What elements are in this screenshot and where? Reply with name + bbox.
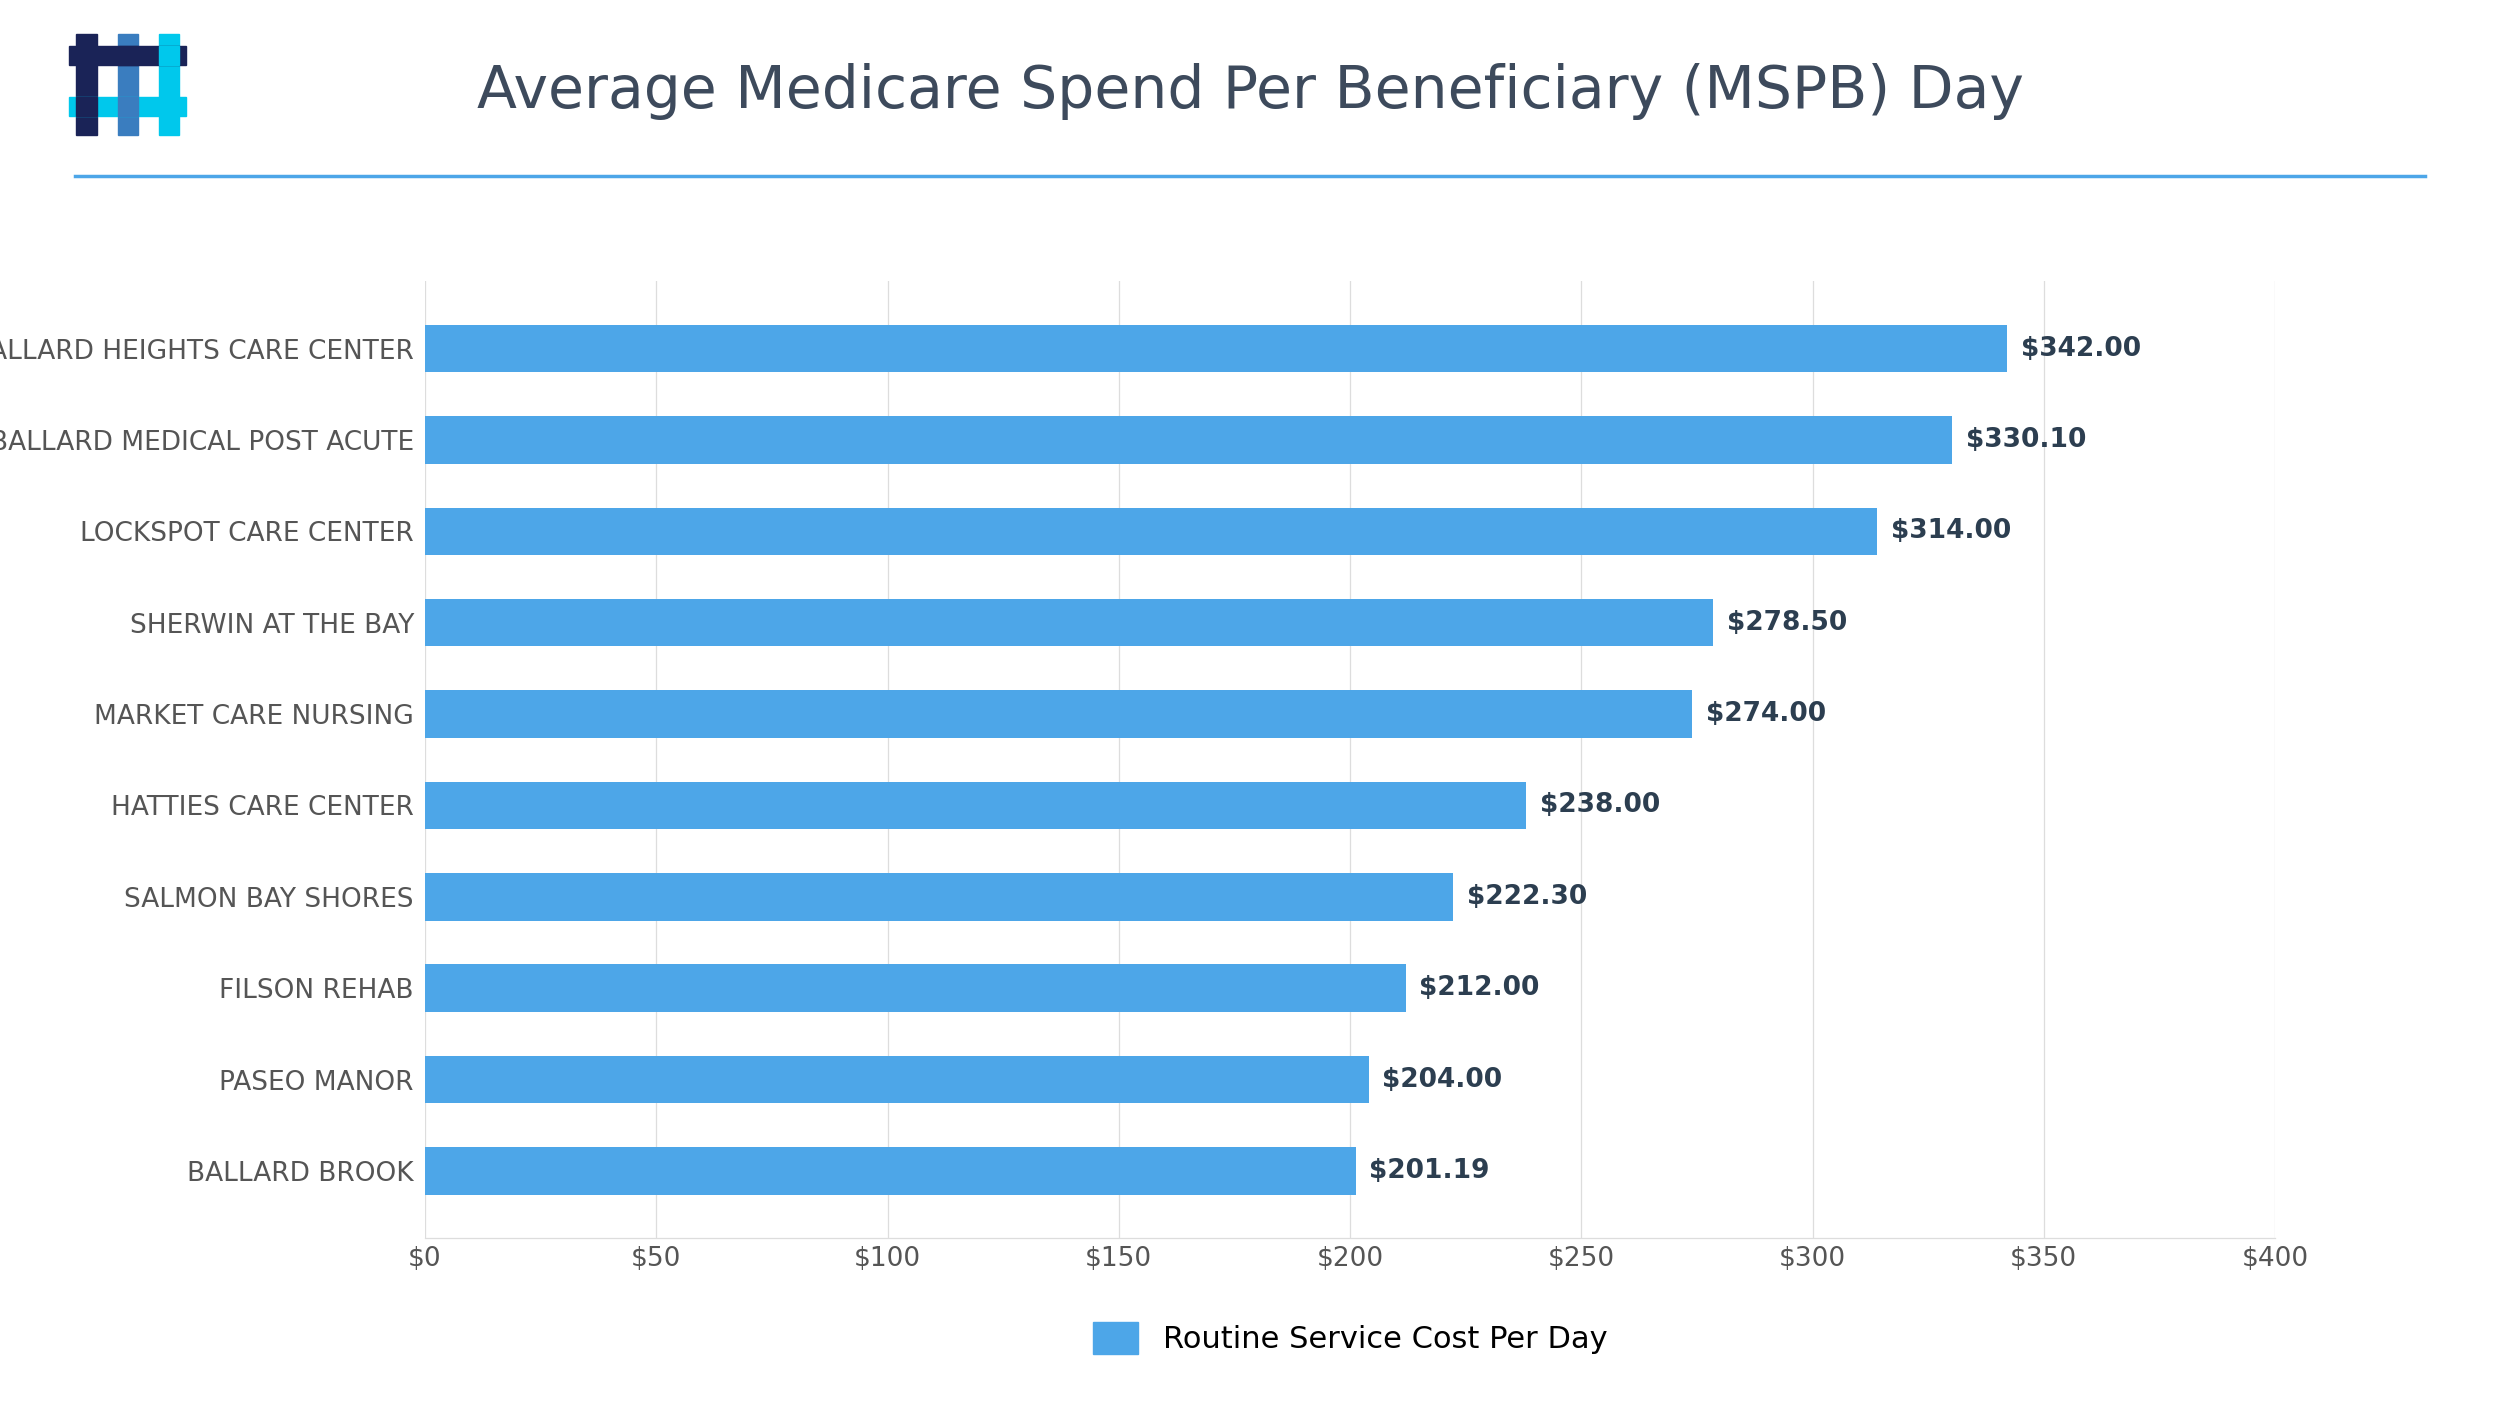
Bar — [425, 691, 1692, 737]
Text: $314.00: $314.00 — [1890, 518, 2012, 545]
Text: $222.30: $222.30 — [1468, 884, 1588, 910]
Bar — [118, 46, 138, 66]
Bar — [425, 599, 1712, 646]
Bar — [118, 97, 138, 115]
Bar — [160, 46, 180, 66]
Bar — [425, 782, 1525, 829]
Text: Average Medicare Spend Per Beneficiary (MSPB) Day: Average Medicare Spend Per Beneficiary (… — [478, 63, 2023, 121]
Bar — [118, 34, 138, 135]
Text: $204.00: $204.00 — [1383, 1067, 1502, 1093]
Text: $238.00: $238.00 — [1540, 792, 1660, 819]
Text: $278.50: $278.50 — [1727, 609, 1848, 636]
Bar — [425, 964, 1405, 1012]
Text: $330.10: $330.10 — [1965, 426, 2085, 453]
Bar — [78, 97, 98, 115]
Legend: Routine Service Cost Per Day: Routine Service Cost Per Day — [1080, 1310, 1620, 1366]
Text: $274.00: $274.00 — [1705, 701, 1825, 727]
Bar — [160, 34, 180, 135]
Bar — [425, 1147, 1355, 1195]
Bar — [425, 416, 1952, 464]
Bar — [70, 46, 185, 66]
Bar — [70, 97, 185, 115]
Bar — [425, 874, 1452, 920]
Bar — [425, 325, 2008, 373]
Bar — [78, 34, 98, 135]
Bar — [425, 1055, 1368, 1103]
Text: $342.00: $342.00 — [2020, 336, 2140, 362]
Text: $201.19: $201.19 — [1370, 1158, 1490, 1183]
Bar — [160, 97, 180, 115]
Text: $212.00: $212.00 — [1420, 975, 1540, 1002]
Bar — [78, 46, 98, 66]
Bar — [425, 508, 1878, 556]
